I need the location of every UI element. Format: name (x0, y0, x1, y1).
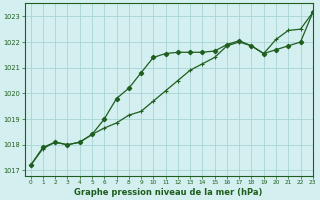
X-axis label: Graphe pression niveau de la mer (hPa): Graphe pression niveau de la mer (hPa) (75, 188, 263, 197)
